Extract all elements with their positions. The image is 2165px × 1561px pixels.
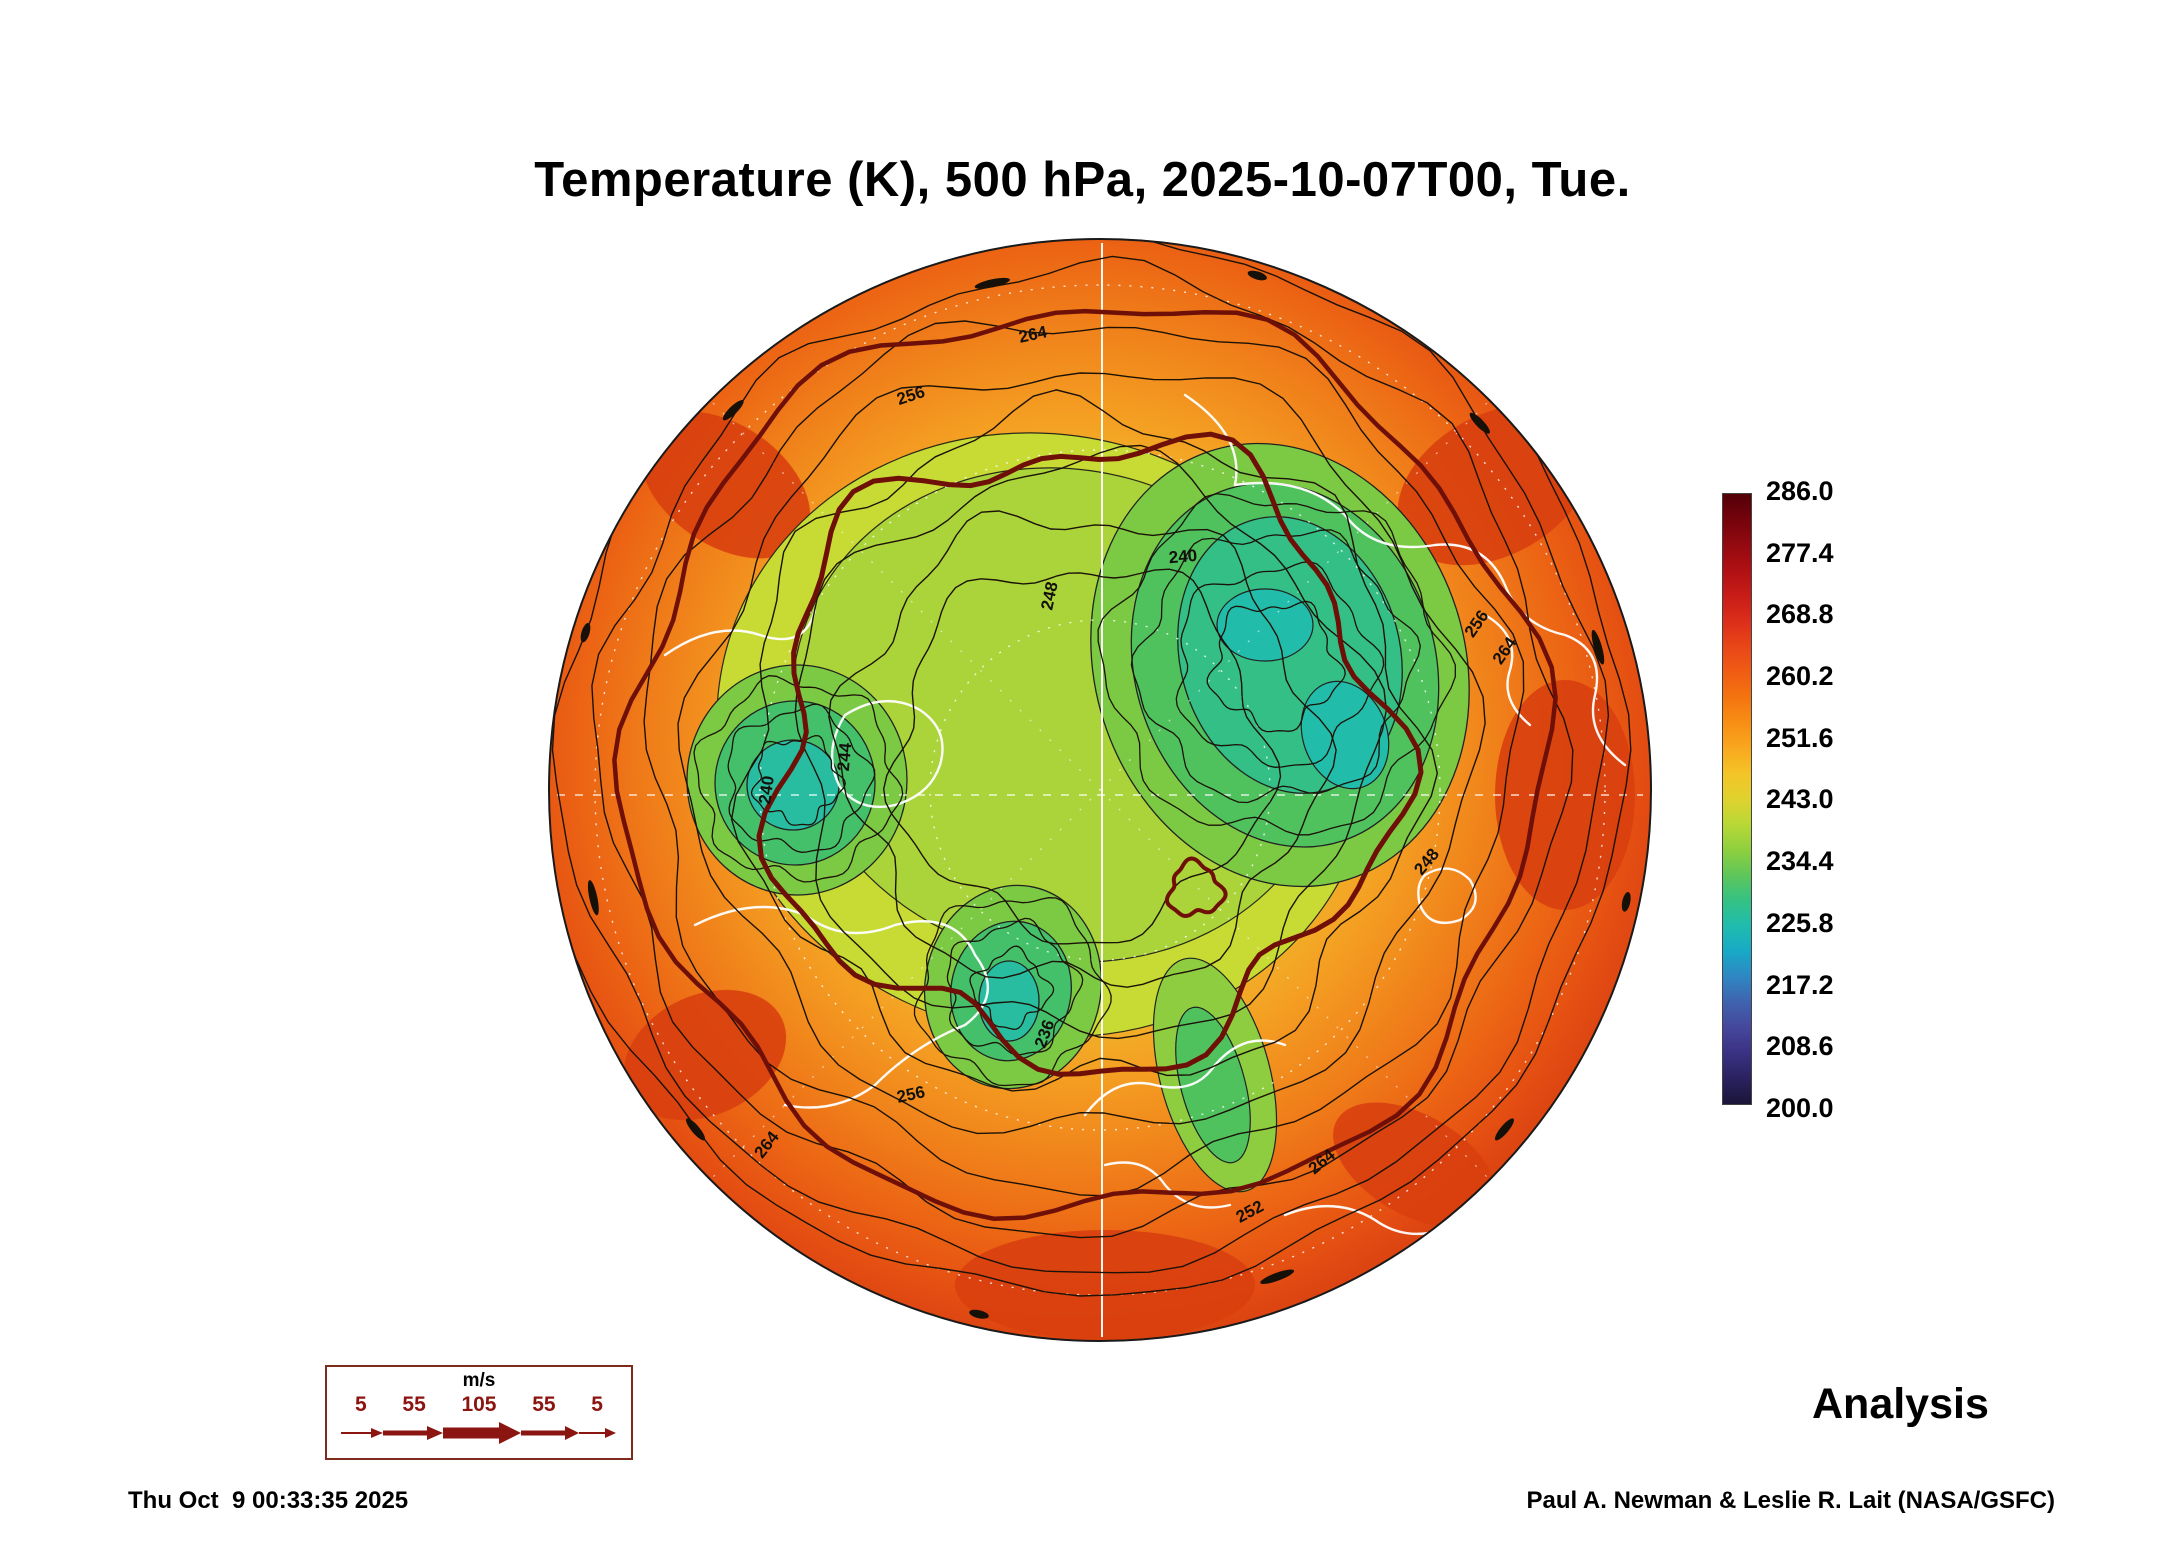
timestamp: Thu Oct 9 00:33:35 2025 — [128, 1487, 409, 1514]
figure-title: Temperature (K), 500 hPa, 2025-10-07T00,… — [534, 153, 1631, 207]
contour-line — [591, 255, 1574, 1239]
contour-line — [693, 675, 904, 883]
contour-line — [750, 734, 846, 826]
colorbar-tick: 251.6 — [1766, 722, 1834, 753]
contour-line — [828, 510, 1337, 988]
terrain-mark — [1247, 270, 1267, 281]
contour-line — [551, 239, 1610, 1274]
terrain-mark — [1260, 1269, 1295, 1284]
contour-line — [1130, 529, 1421, 804]
wind-unit-label: m/s — [462, 1370, 496, 1391]
contour-line — [756, 431, 1424, 1077]
terrain-mark — [1621, 892, 1631, 912]
terrain-mark — [722, 400, 744, 421]
wind-arrow-icon — [341, 1422, 616, 1445]
terrain-mark — [587, 880, 599, 916]
contour-line — [643, 320, 1525, 1197]
wind-value: 5 — [355, 1392, 367, 1416]
wind-values: 5 55 105 55 5 — [337, 1392, 621, 1417]
contour-line — [727, 703, 876, 853]
contour-line — [612, 308, 1558, 1221]
colorbar-tick: 208.6 — [1766, 1031, 1834, 1062]
terrain-mark — [969, 1309, 989, 1319]
terrain-mark — [1494, 1118, 1514, 1141]
temperature-contours — [549, 239, 1632, 1297]
colorbar-ticks: 286.0 277.4 268.8 260.2 251.6 243.0 234.… — [1766, 478, 1834, 1122]
wind-value: 55 — [532, 1392, 556, 1416]
contour-line — [1097, 493, 1456, 836]
colorbar-tick: 268.8 — [1766, 599, 1834, 630]
polar-map: 264 256 240 248 256 264 240 244 236 256 264 264 252 2… — [545, 235, 1655, 1345]
graticule — [557, 243, 1643, 1337]
wind-value: 105 — [461, 1392, 497, 1416]
terrain-mark — [1591, 629, 1605, 665]
analysis-label: Analysis — [1812, 1380, 1989, 1428]
colorbar-tick: 217.2 — [1766, 969, 1834, 1000]
polar-map-svg — [548, 238, 1652, 1342]
colorbar-tick: 243.0 — [1766, 784, 1834, 815]
contour-line — [1164, 856, 1228, 919]
colorbar-tick: 286.0 — [1766, 476, 1834, 506]
colorbar-tick: 260.2 — [1766, 661, 1834, 692]
terrain-mark — [974, 277, 1010, 289]
wind-value: 55 — [402, 1392, 426, 1416]
contour-line — [969, 945, 1055, 1030]
wind-value: 5 — [591, 1392, 603, 1416]
contour-line — [1175, 561, 1385, 768]
map-outline — [548, 238, 1652, 1342]
contour-line — [677, 372, 1486, 1135]
colorbar-tick: 277.4 — [1766, 537, 1834, 568]
contour-line — [1206, 600, 1346, 733]
credit: Paul A. Newman & Leslie R. Lait (NASA/GS… — [1526, 1487, 2055, 1514]
colorbar-tick: 234.4 — [1766, 846, 1834, 877]
wind-speed-legend: m/s 5 55 105 55 5 — [325, 1365, 633, 1460]
colorbar-tick: 225.8 — [1766, 907, 1834, 938]
colorbar-tick: 200.0 — [1766, 1092, 1834, 1123]
colorbar-gradient — [1722, 493, 1752, 1105]
